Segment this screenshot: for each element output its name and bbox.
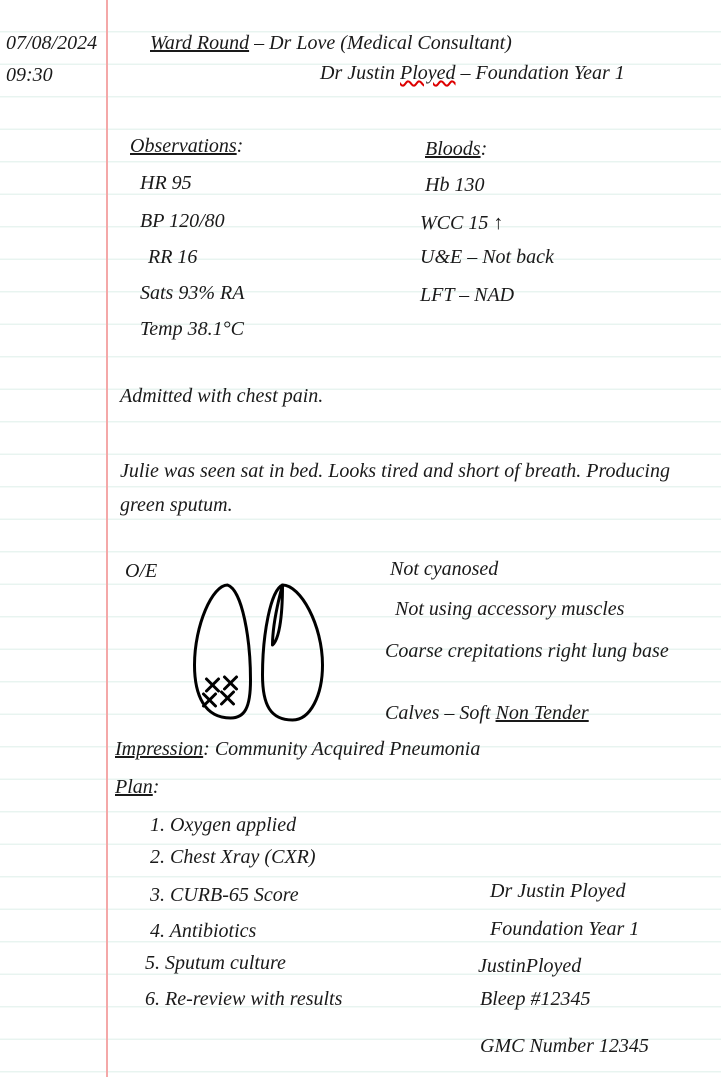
author-name-spellcheck: Ployed <box>400 62 456 84</box>
title-underlined: Ward Round <box>150 32 249 54</box>
obs-hr: HR 95 <box>140 172 192 195</box>
sig-grade: Foundation Year 1 <box>490 918 639 941</box>
plan-item-2: 2. Chest Xray (CXR) <box>150 846 316 869</box>
author-pre: Dr Justin <box>320 62 400 84</box>
bloods-ue: U&E – Not back <box>420 246 554 269</box>
sig-name: Dr Justin Ployed <box>490 880 626 903</box>
oe-label: O/E <box>125 560 157 583</box>
colon: : <box>237 135 244 157</box>
plan-item-3: 3. CURB-65 Score <box>150 884 299 907</box>
bloods-lft: LFT – NAD <box>420 284 514 307</box>
sig-signature: JustinPloyed <box>478 955 581 978</box>
impression-text: : Community Acquired Pneumonia <box>203 738 480 760</box>
plan-heading: Plan: <box>115 776 159 799</box>
impression-line: Impression: Community Acquired Pneumonia <box>115 738 480 761</box>
oe-f1: Not cyanosed <box>390 558 498 581</box>
oe-f4-underlined: Non Tender <box>496 702 589 724</box>
author-rest: – Foundation Year 1 <box>456 62 625 84</box>
plan-colon: : <box>153 776 160 798</box>
observations-heading-text: Observations <box>130 135 237 157</box>
oe-f4-pre: Calves – Soft <box>385 702 496 724</box>
oe-f2: Not using accessory muscles <box>395 598 624 621</box>
sig-gmc: GMC Number 12345 <box>480 1035 649 1058</box>
impression-label: Impression <box>115 738 203 760</box>
admission-text: Admitted with chest pain. <box>120 385 323 408</box>
oe-f3: Coarse crepitations right lung base <box>385 636 695 666</box>
observations-heading: Observations: <box>130 135 243 158</box>
oe-f4: Calves – Soft Non Tender <box>385 702 589 725</box>
author-line: Dr Justin Ployed – Foundation Year 1 <box>320 62 625 85</box>
obs-rr: RR 16 <box>148 246 197 269</box>
obs-bp: BP 120/80 <box>140 210 225 233</box>
history-text: Julie was seen sat in bed. Looks tired a… <box>120 454 690 522</box>
plan-item-1: 1. Oxygen applied <box>150 814 296 837</box>
colon2: : <box>481 138 488 160</box>
obs-sats: Sats 93% RA <box>140 282 244 305</box>
date-text: 07/08/2024 <box>6 32 97 55</box>
obs-temp: Temp 38.1°C <box>140 318 244 341</box>
plan-item-4: 4. Antibiotics <box>150 920 256 943</box>
bloods-heading: Bloods: <box>425 138 487 161</box>
margin-line <box>106 0 108 1077</box>
lung-diagram <box>165 570 355 735</box>
bloods-wcc: WCC 15 ↑ <box>420 212 503 235</box>
plan-item-5: 5. Sputum culture <box>145 952 286 975</box>
plan-item-6: 6. Re-review with results <box>145 988 342 1011</box>
ward-round-title: Ward Round – Dr Love (Medical Consultant… <box>150 32 512 55</box>
sig-bleep: Bleep #12345 <box>480 988 591 1011</box>
title-rest: – Dr Love (Medical Consultant) <box>249 32 512 54</box>
plan-label: Plan <box>115 776 153 798</box>
time-text: 09:30 <box>6 64 53 87</box>
bloods-heading-text: Bloods <box>425 138 481 160</box>
bloods-hb: Hb 130 <box>425 174 484 197</box>
